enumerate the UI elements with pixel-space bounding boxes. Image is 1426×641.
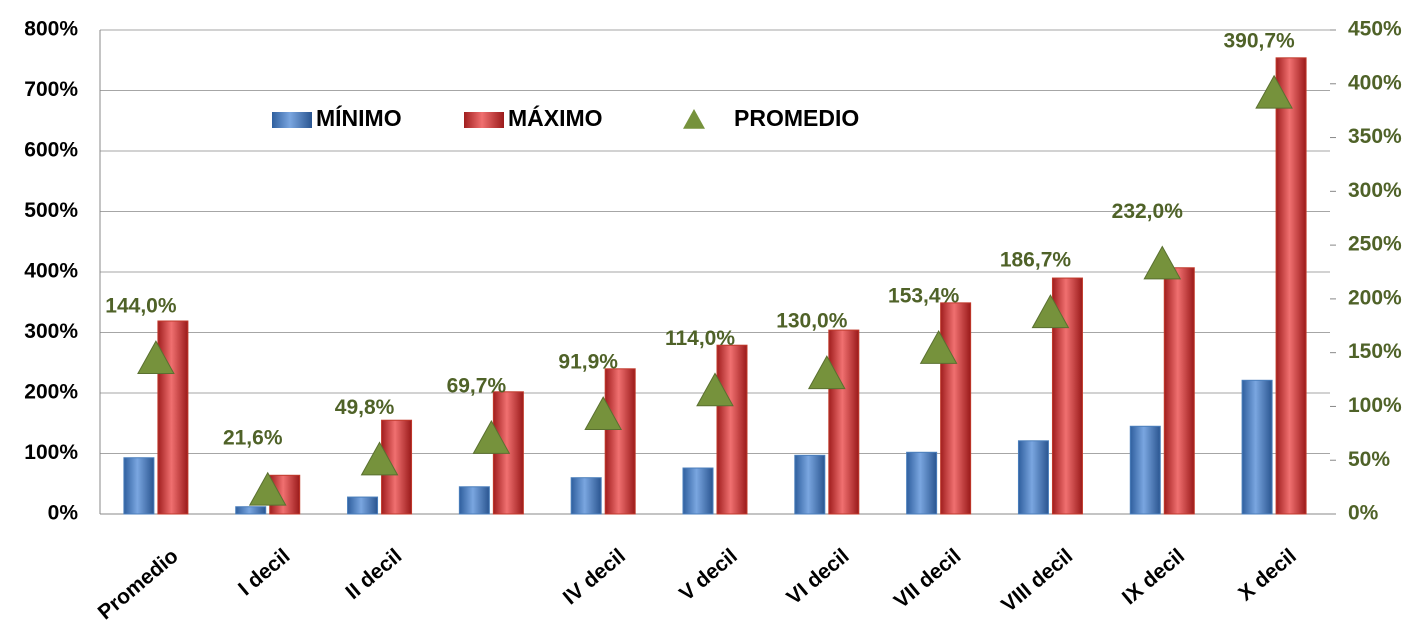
y2-tick-label: 150% <box>1348 340 1402 363</box>
x-tick-label: VI decil <box>782 544 853 609</box>
y2-tick-label: 300% <box>1348 179 1402 202</box>
x-tick-label: X decil <box>1234 544 1301 605</box>
bar <box>1051 277 1083 515</box>
bar <box>604 368 636 515</box>
x-tick-label: IV decil <box>559 544 630 609</box>
y-tick-label: 400% <box>24 260 78 283</box>
x-tick-label: II decil <box>341 544 406 604</box>
x-tick-label: IX decil <box>1118 544 1189 609</box>
data-label: 390,7% <box>1223 29 1295 52</box>
x-tick-label: VII decil <box>890 544 966 613</box>
x-tick-label: Promedio <box>94 544 183 624</box>
y2-tick-label: 200% <box>1348 286 1402 309</box>
bar <box>682 467 714 515</box>
promedio-marker <box>1143 245 1182 280</box>
legend-label: MÁXIMO <box>508 104 603 131</box>
y-tick-label: 700% <box>24 78 78 101</box>
bar <box>235 506 267 515</box>
promedio-marker <box>360 441 399 476</box>
data-label: 153,4% <box>888 285 960 308</box>
data-label: 130,0% <box>776 310 848 333</box>
data-label: 21,6% <box>223 426 283 449</box>
y2-tick-label: 100% <box>1348 394 1402 417</box>
y2-tick-label: 450% <box>1348 18 1402 41</box>
bar <box>157 320 189 515</box>
data-label: 232,0% <box>1112 200 1184 223</box>
bar <box>570 477 602 515</box>
promedio-marker <box>807 355 846 390</box>
bar <box>347 496 379 515</box>
bar <box>1163 267 1195 515</box>
legend-label: MÍNIMO <box>316 104 402 131</box>
bar <box>716 344 748 515</box>
data-label: 91,9% <box>558 351 618 374</box>
y2-tick-label: 400% <box>1348 71 1402 94</box>
y-tick-label: 200% <box>24 381 78 404</box>
promedio-marker <box>1031 294 1070 329</box>
y2-tick-label: 50% <box>1348 448 1390 471</box>
y-tick-label: 100% <box>24 441 78 464</box>
y2-tick-label: 250% <box>1348 233 1402 256</box>
legend-label: PROMEDIO <box>734 105 859 131</box>
bar <box>123 457 155 515</box>
promedio-marker <box>472 420 511 454</box>
data-label: 186,7% <box>1000 249 1072 272</box>
y2-tick-label: 0% <box>1348 502 1379 525</box>
bar <box>1129 425 1161 515</box>
bar <box>906 451 938 515</box>
promedio-marker <box>1255 74 1293 109</box>
promedio-marker <box>696 372 734 407</box>
bar <box>940 302 972 515</box>
y-tick-label: 0% <box>48 502 79 525</box>
x-tick-label: V decil <box>675 544 742 605</box>
bar <box>828 329 860 515</box>
data-label: 114,0% <box>665 327 735 350</box>
y-tick-label: 500% <box>24 199 78 222</box>
legend-marker <box>272 112 312 128</box>
y2-tick-label: 350% <box>1348 125 1402 148</box>
y-tick-label: 800% <box>24 18 78 41</box>
promedio-marker <box>584 396 623 431</box>
bar <box>1275 57 1307 515</box>
y-tick-label: 300% <box>24 320 78 343</box>
bar <box>1017 440 1049 515</box>
promedio-marker <box>919 329 958 364</box>
bar <box>458 486 490 515</box>
promedio-marker <box>137 340 175 375</box>
bar <box>1241 379 1273 515</box>
y-tick-label: 600% <box>24 139 78 162</box>
legend-marker <box>683 109 705 129</box>
data-label: 69,7% <box>447 375 507 398</box>
x-tick-label: I decil <box>234 544 294 600</box>
promedio-marker <box>248 471 287 506</box>
data-label: 144,0% <box>105 295 177 318</box>
data-label: 49,8% <box>335 396 395 419</box>
x-tick-label: VIII decil <box>997 544 1077 616</box>
legend-marker <box>464 112 504 128</box>
bar <box>794 454 826 515</box>
